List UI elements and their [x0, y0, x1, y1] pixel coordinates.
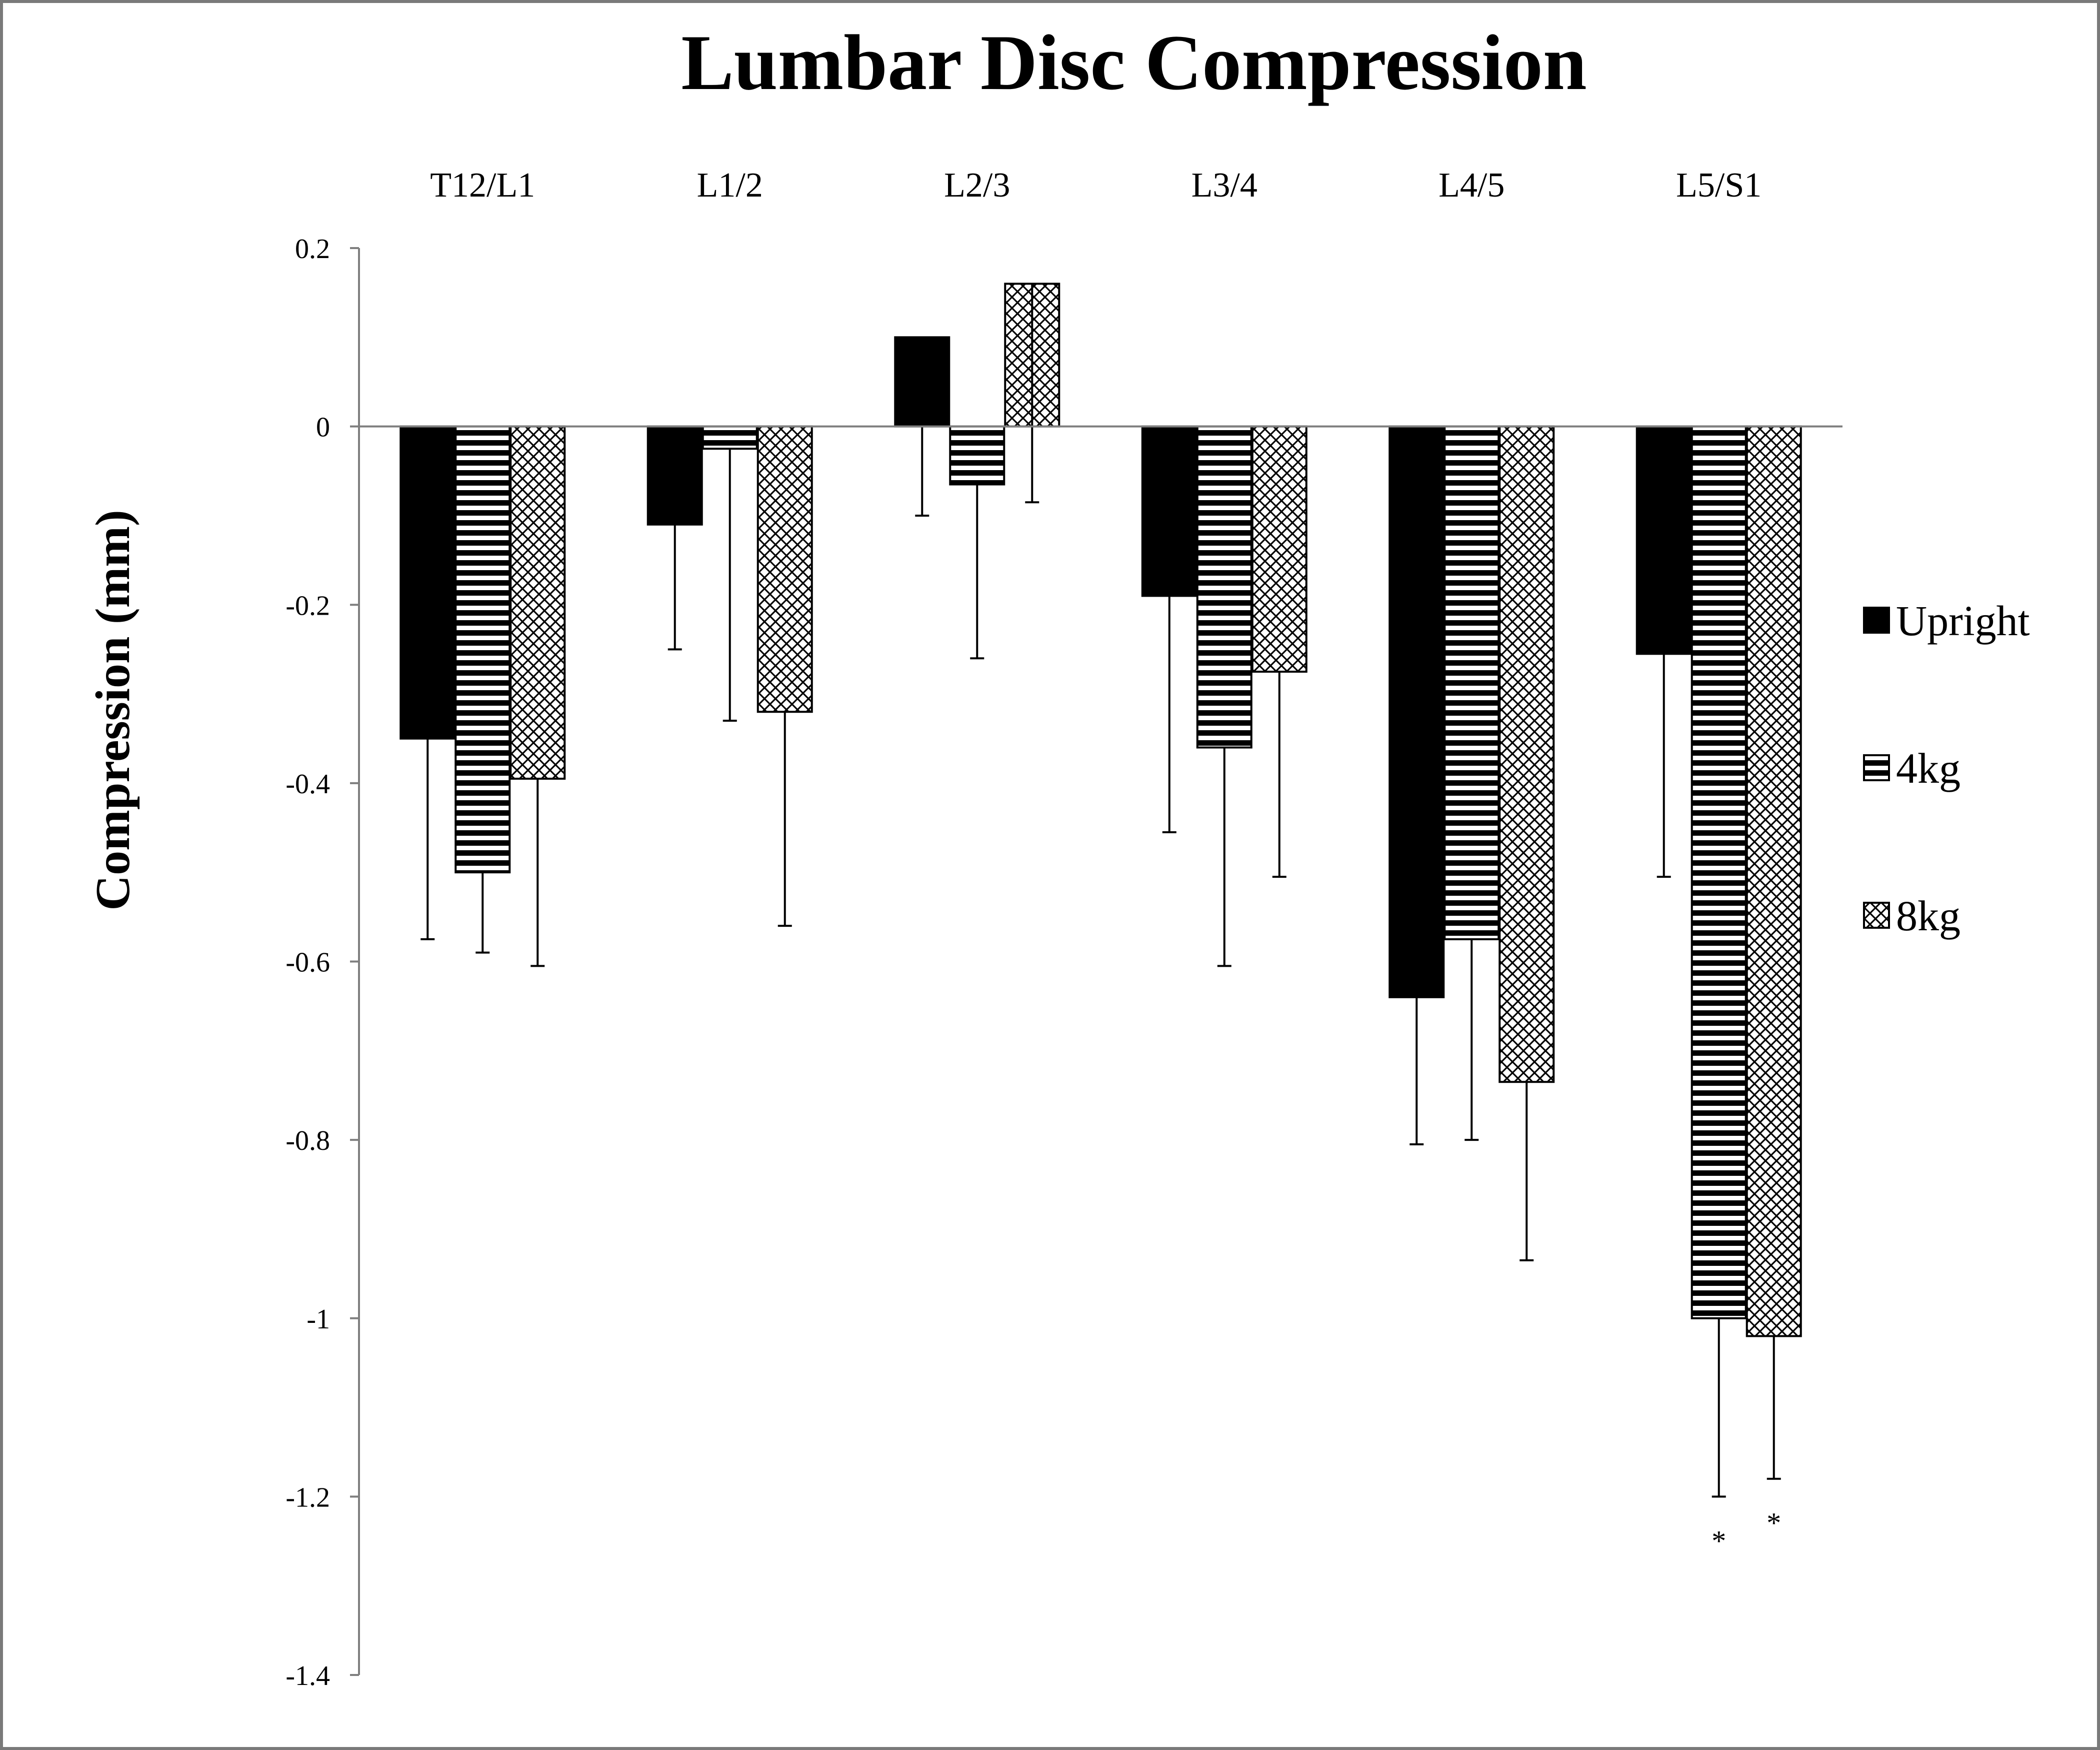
bar-8kg-l5-s1: [1746, 425, 1802, 1337]
bar-8kg-t12-l1: [510, 425, 566, 780]
y-tick-label: -0.2: [286, 590, 330, 621]
y-tick-label: 0: [316, 412, 330, 443]
annotations: **: [1712, 1507, 1781, 1557]
error-bars: [420, 284, 1781, 1498]
bar-4kg-l1-2: [702, 425, 758, 450]
bar-upright-l5-s1: [1636, 425, 1692, 655]
significance-asterisk: *: [1712, 1524, 1726, 1557]
category-labels: T12/L1 L1/2 L2/3 L3/4 L4/5 L5/S1: [430, 166, 1762, 205]
y-tick-label: -1: [306, 1304, 330, 1335]
legend-label-4kg: 4kg: [1896, 744, 1960, 792]
y-tick-label: 0.2: [295, 234, 330, 265]
chart-title: Lumbar Disc Compression: [681, 19, 1586, 107]
category-label-t12-l1: T12/L1: [430, 166, 535, 205]
bar-4kg-l2-3: [949, 425, 1006, 486]
bar-upright-l3-4: [1141, 425, 1198, 597]
y-tick-label: -0.4: [286, 769, 330, 800]
y-tick-label: -0.8: [286, 1125, 330, 1156]
legend-swatch-upright: [1863, 607, 1890, 634]
category-label-l5-s1: L5/S1: [1676, 166, 1762, 205]
bar-4kg-l3-4: [1196, 425, 1252, 749]
legend: Upright 4kg 8kg: [1863, 597, 2030, 940]
bars: [400, 283, 1802, 1337]
bar-upright-l1-2: [646, 425, 703, 526]
y-axis: 0.2 0 -0.2 -0.4 -0.6 -0.8 -1 -1.2 -1.4: [286, 234, 360, 1691]
bar-8kg-l4-5: [1498, 425, 1555, 1083]
legend-label-upright: Upright: [1896, 597, 2030, 645]
bar-8kg-l3-4: [1251, 425, 1308, 673]
y-axis-label: Compression (mm): [86, 510, 140, 910]
category-label-l4-5: L4/5: [1438, 166, 1504, 205]
bar-8kg-l1-2: [756, 425, 813, 713]
category-label-l2-3: L2/3: [944, 166, 1010, 205]
bar-upright-t12-l1: [400, 425, 456, 740]
legend-label-8kg: 8kg: [1896, 892, 1960, 940]
y-tick-label: -1.4: [286, 1660, 330, 1691]
legend-item-8kg: 8kg: [1863, 892, 1960, 940]
category-label-l3-4: L3/4: [1192, 166, 1258, 205]
significance-asterisk: *: [1766, 1507, 1781, 1539]
y-tick-label: -1.2: [286, 1482, 330, 1513]
legend-swatch-4kg: [1863, 754, 1890, 781]
legend-item-upright: Upright: [1863, 597, 2030, 645]
legend-swatch-8kg: [1863, 902, 1890, 929]
bar-4kg-t12-l1: [454, 425, 511, 874]
bar-4kg-l5-s1: [1690, 425, 1747, 1319]
y-tick-label: -0.6: [286, 947, 330, 978]
bar-4kg-l4-5: [1444, 425, 1500, 940]
bar-upright-l4-5: [1388, 425, 1445, 998]
category-label-l1-2: L1/2: [697, 166, 763, 205]
legend-item-4kg: 4kg: [1863, 744, 1960, 792]
